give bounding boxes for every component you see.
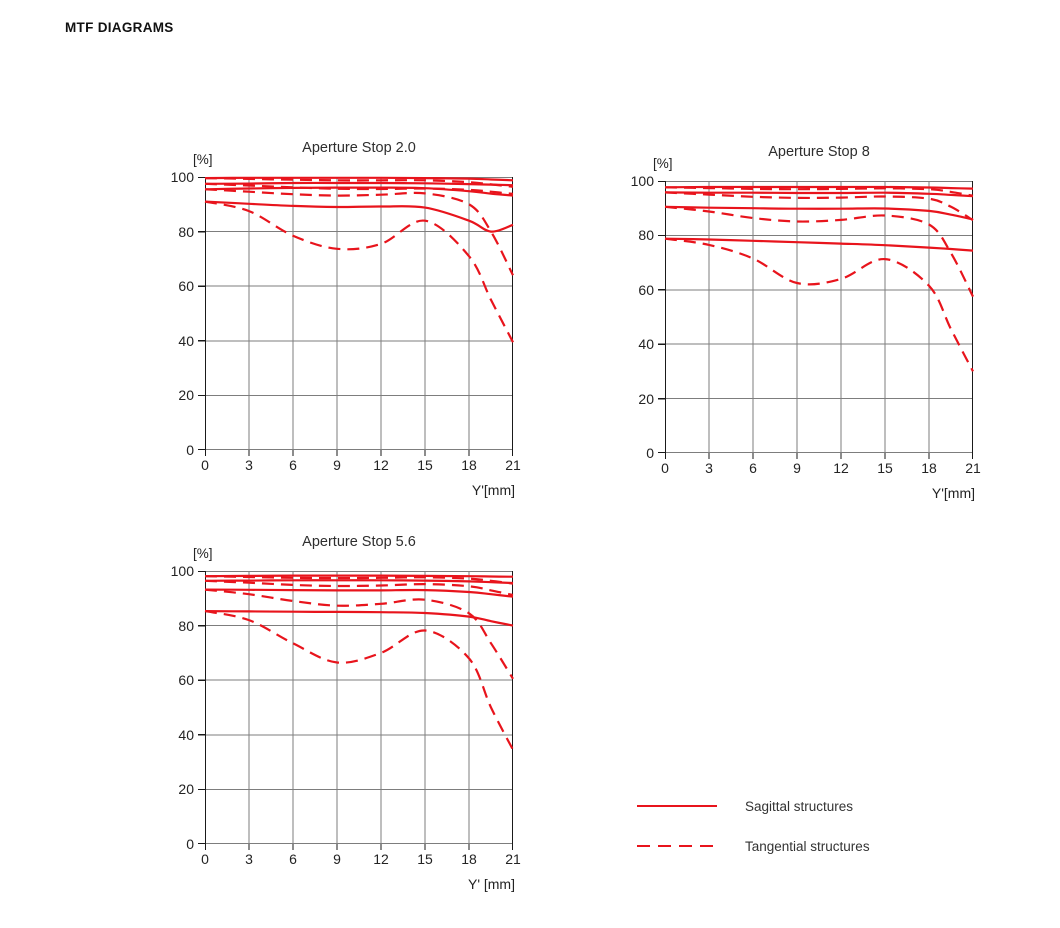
gridlines [664, 181, 974, 453]
x-tick-label: 3 [705, 460, 713, 476]
sagittal-solid-line-swatch [637, 805, 717, 807]
tangential-1-curve [204, 177, 514, 188]
legend: Sagittal structures Tangential structure… [637, 786, 870, 866]
x-tick-label: 6 [749, 460, 757, 476]
plot-area [198, 176, 514, 456]
y-tick-label: 20 [638, 390, 654, 407]
x-tick-label: 21 [505, 457, 521, 473]
y-tick-label: 100 [170, 169, 194, 185]
sagittal-1-curve [664, 185, 974, 190]
page-title: MTF DIAGRAMS [65, 20, 174, 35]
tangential-3-curve [204, 588, 514, 680]
legend-label-sagittal: Sagittal structures [745, 798, 854, 814]
sagittal-2-curve [204, 579, 514, 585]
tangential-2-curve [204, 182, 514, 195]
sagittal-1-curve [204, 574, 514, 578]
x-tick-label: 21 [505, 851, 521, 867]
y-axis-unit-label: [%] [653, 156, 673, 171]
tangential-3-curve [204, 188, 514, 276]
y-axis-unit-label: [%] [193, 546, 213, 561]
x-tick-label: 18 [461, 457, 477, 473]
x-tick-label: 3 [245, 851, 253, 867]
y-tick-label: 100 [630, 173, 654, 189]
x-tick-label: 12 [833, 460, 849, 476]
chart-aperture-stop-5-6: Aperture Stop 5.6 [%] 0 20 40 60 80 100 0 3 6 9 12 15… [171, 534, 521, 892]
tangential-3-curve [664, 205, 974, 298]
sagittal-3-curve [204, 588, 514, 598]
mtf-curves [204, 176, 514, 343]
tangential-1-curve [664, 186, 974, 197]
legend-label-tangential: Tangential structures [745, 838, 870, 854]
x-tick-label: 9 [333, 851, 341, 867]
y-tick-label: 80 [638, 227, 654, 244]
y-tick-label: 100 [170, 563, 194, 579]
y-tick-label: 60 [178, 278, 194, 295]
tangential-dashed-line-swatch [637, 845, 717, 847]
x-axis-unit-label: Y'[mm] [931, 485, 975, 501]
x-tick-label: 15 [417, 851, 433, 867]
x-axis-unit-label: Y'[mm] [471, 482, 515, 498]
gridlines [204, 571, 514, 844]
x-tick-label: 0 [201, 457, 209, 473]
y-tick-label: 0 [646, 445, 654, 461]
x-tick-label: 12 [373, 457, 389, 473]
sagittal-4-curve [204, 610, 514, 627]
chart-aperture-stop-2-0: Aperture Stop 2.0 [%] 0 20 40 60 80 100 0 3 6 9 12 15… [171, 140, 521, 498]
tangential-1-curve [204, 575, 514, 585]
tangential-2-curve [204, 579, 514, 597]
axis-ticks [198, 570, 514, 850]
plot-area [658, 180, 974, 459]
legend-item-sagittal: Sagittal structures [637, 786, 870, 826]
y-tick-label: 40 [178, 332, 194, 349]
tangential-2-curve [664, 191, 974, 222]
y-tick-label: 20 [178, 781, 194, 798]
sagittal-3-curve [204, 186, 514, 197]
chart-aperture-stop-8: Aperture Stop 8 [%] 0 20 40 60 80 100 0 3 6 9 12 15 18… [631, 144, 981, 501]
plot-area [198, 570, 514, 850]
x-tick-label: 0 [201, 851, 209, 867]
chart-title: Aperture Stop 5.6 [302, 534, 416, 550]
sagittal-1-curve [204, 176, 514, 182]
tangential-4-curve [204, 610, 514, 751]
x-tick-label: 6 [289, 457, 297, 473]
y-tick-label: 0 [186, 442, 194, 458]
y-tick-label: 60 [638, 281, 654, 298]
x-tick-label: 15 [417, 457, 433, 473]
tangential-4-curve [204, 200, 514, 343]
axis-ticks [658, 180, 974, 459]
y-tick-label: 40 [638, 336, 654, 353]
legend-item-tangential: Tangential structures [637, 826, 870, 866]
y-tick-label: 80 [178, 223, 194, 240]
gridlines [204, 177, 514, 450]
x-tick-label: 21 [965, 460, 981, 476]
mtf-curves [664, 185, 974, 372]
chart-title: Aperture Stop 2.0 [302, 140, 416, 156]
axis-ticks [198, 176, 514, 456]
y-tick-label: 0 [186, 836, 194, 852]
x-tick-label: 15 [877, 460, 893, 476]
x-axis-unit-label: Y' [mm] [467, 876, 515, 892]
x-tick-label: 0 [661, 460, 669, 476]
x-tick-label: 9 [793, 460, 801, 476]
sagittal-2-curve [664, 191, 974, 198]
x-tick-label: 18 [461, 851, 477, 867]
y-tick-label: 60 [178, 672, 194, 689]
sagittal-4-curve [204, 200, 514, 233]
x-tick-label: 12 [373, 851, 389, 867]
sagittal-4-curve [664, 237, 974, 252]
y-tick-label: 40 [178, 726, 194, 743]
chart-title: Aperture Stop 8 [768, 144, 870, 160]
x-tick-label: 18 [921, 460, 937, 476]
tangential-4-curve [664, 237, 974, 372]
y-tick-label: 80 [178, 617, 194, 634]
x-tick-label: 6 [289, 851, 297, 867]
sagittal-2-curve [204, 181, 514, 187]
x-tick-label: 3 [245, 457, 253, 473]
x-tick-label: 9 [333, 457, 341, 473]
mtf-curves [204, 574, 514, 751]
y-axis-unit-label: [%] [193, 152, 213, 167]
y-tick-label: 20 [178, 387, 194, 404]
sagittal-3-curve [664, 205, 974, 221]
